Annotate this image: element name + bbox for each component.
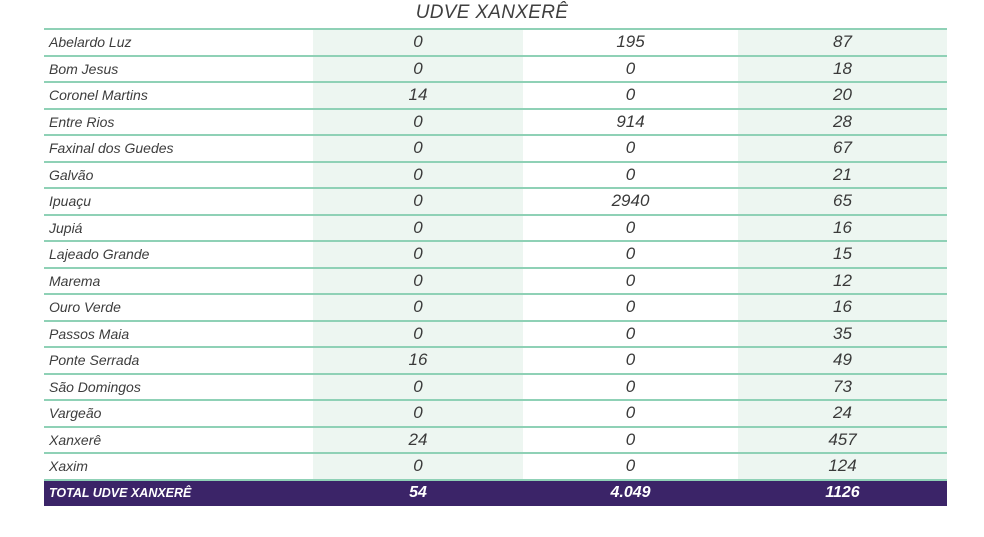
value-col3: 73 xyxy=(738,374,947,399)
value-col1: 16 xyxy=(313,348,523,373)
value-col2: 0 xyxy=(523,401,738,426)
municipality-name: Xaxim xyxy=(49,458,88,475)
municipality-name: Ipuaçu xyxy=(49,193,92,210)
value-col1: 0 xyxy=(313,268,523,293)
value-col1: 0 xyxy=(313,242,523,267)
municipality-name: Marema xyxy=(49,272,101,289)
value-col3: 35 xyxy=(738,321,947,346)
table-row: Ipuaçu 0 2940 65 xyxy=(44,189,947,216)
value-col1: 0 xyxy=(313,30,523,55)
value-col2: 0 xyxy=(523,427,738,452)
value-col1: 0 xyxy=(313,136,523,161)
value-col1: 0 xyxy=(313,374,523,399)
value-col3: 67 xyxy=(738,136,947,161)
table-row: Xaxim 0 0 124 xyxy=(44,454,947,481)
value-col1: 0 xyxy=(313,321,523,346)
total-value-col1: 54 xyxy=(409,484,427,501)
municipality-name: Ouro Verde xyxy=(49,299,121,316)
value-col3: 49 xyxy=(738,348,947,373)
value-col1: 0 xyxy=(313,295,523,320)
value-col2: 0 xyxy=(523,321,738,346)
value-col3: 18 xyxy=(738,56,947,81)
value-col1: 24 xyxy=(313,427,523,452)
value-col2: 0 xyxy=(523,56,738,81)
total-value-col2: 4.049 xyxy=(610,484,651,501)
value-col3: 24 xyxy=(738,401,947,426)
value-col2: 2940 xyxy=(523,189,738,214)
value-col3: 12 xyxy=(738,268,947,293)
value-col2: 0 xyxy=(523,162,738,187)
value-col3: 87 xyxy=(738,30,947,55)
total-row: TOTAL UDVE XANXERÊ 54 4.049 1126 xyxy=(44,480,947,506)
value-col3: 16 xyxy=(738,215,947,240)
table-row: Ponte Serrada 16 0 49 xyxy=(44,348,947,375)
table-row: São Domingos 0 0 73 xyxy=(44,374,947,401)
total-label: TOTAL UDVE XANXERÊ xyxy=(49,486,192,500)
table-body: Abelardo Luz 0 195 87 Bom Jesus 0 0 18 Coronel M… xyxy=(44,30,947,481)
municipality-name: Ponte Serrada xyxy=(49,352,140,369)
municipality-name: São Domingos xyxy=(49,378,141,395)
value-col1: 0 xyxy=(313,56,523,81)
value-col2: 0 xyxy=(523,348,738,373)
municipality-name: Lajeado Grande xyxy=(49,246,150,263)
value-col2: 195 xyxy=(523,30,738,55)
value-col1: 14 xyxy=(313,83,523,108)
table-row: Coronel Martins 14 0 20 xyxy=(44,83,947,110)
municipality-name: Entre Rios xyxy=(49,113,115,130)
value-col1: 0 xyxy=(313,109,523,134)
value-col1: 0 xyxy=(313,215,523,240)
value-col2: 0 xyxy=(523,242,738,267)
value-col3: 124 xyxy=(738,454,947,479)
municipality-name: Galvão xyxy=(49,166,94,183)
municipality-name: Passos Maia xyxy=(49,325,130,342)
value-col3: 16 xyxy=(738,295,947,320)
municipality-name: Jupiá xyxy=(49,219,83,236)
municipality-name: Xanxerê xyxy=(49,431,102,448)
value-col1: 0 xyxy=(313,454,523,479)
table-row: Bom Jesus 0 0 18 xyxy=(44,56,947,83)
value-col2: 914 xyxy=(523,109,738,134)
municipality-name: Abelardo Luz xyxy=(49,34,132,51)
value-col1: 0 xyxy=(313,401,523,426)
value-col2: 0 xyxy=(523,136,738,161)
value-col2: 0 xyxy=(523,374,738,399)
value-col1: 0 xyxy=(313,189,523,214)
table-row: Vargeão 0 0 24 xyxy=(44,401,947,428)
table-row: Entre Rios 0 914 28 xyxy=(44,109,947,136)
value-col3: 21 xyxy=(738,162,947,187)
total-value-col3: 1126 xyxy=(825,484,860,501)
municipality-name: Bom Jesus xyxy=(49,60,119,77)
value-col2: 0 xyxy=(523,268,738,293)
data-table: Abelardo Luz 0 195 87 Bom Jesus 0 0 18 Coronel M… xyxy=(44,28,947,506)
value-col3: 20 xyxy=(738,83,947,108)
table-row: Faxinal dos Guedes 0 0 67 xyxy=(44,136,947,163)
table-row: Lajeado Grande 0 0 15 xyxy=(44,242,947,269)
table-row: Ouro Verde 0 0 16 xyxy=(44,295,947,322)
table-title: UDVE XANXERÊ xyxy=(415,2,569,23)
value-col2: 0 xyxy=(523,295,738,320)
table-row: Marema 0 0 12 xyxy=(44,268,947,295)
table-row: Abelardo Luz 0 195 87 xyxy=(44,30,947,57)
value-col3: 28 xyxy=(738,109,947,134)
table-row: Jupiá 0 0 16 xyxy=(44,215,947,242)
municipality-name: Vargeão xyxy=(49,405,102,422)
municipality-name: Faxinal dos Guedes xyxy=(49,140,174,157)
value-col2: 0 xyxy=(523,83,738,108)
value-col1: 0 xyxy=(313,162,523,187)
table-row: Xanxerê 24 0 457 xyxy=(44,427,947,454)
value-col3: 457 xyxy=(738,427,947,452)
table-row: Galvão 0 0 21 xyxy=(44,162,947,189)
value-col3: 65 xyxy=(738,189,947,214)
value-col2: 0 xyxy=(523,215,738,240)
value-col2: 0 xyxy=(523,454,738,479)
table-row: Passos Maia 0 0 35 xyxy=(44,321,947,348)
municipality-name: Coronel Martins xyxy=(49,87,148,104)
value-col3: 15 xyxy=(738,242,947,267)
